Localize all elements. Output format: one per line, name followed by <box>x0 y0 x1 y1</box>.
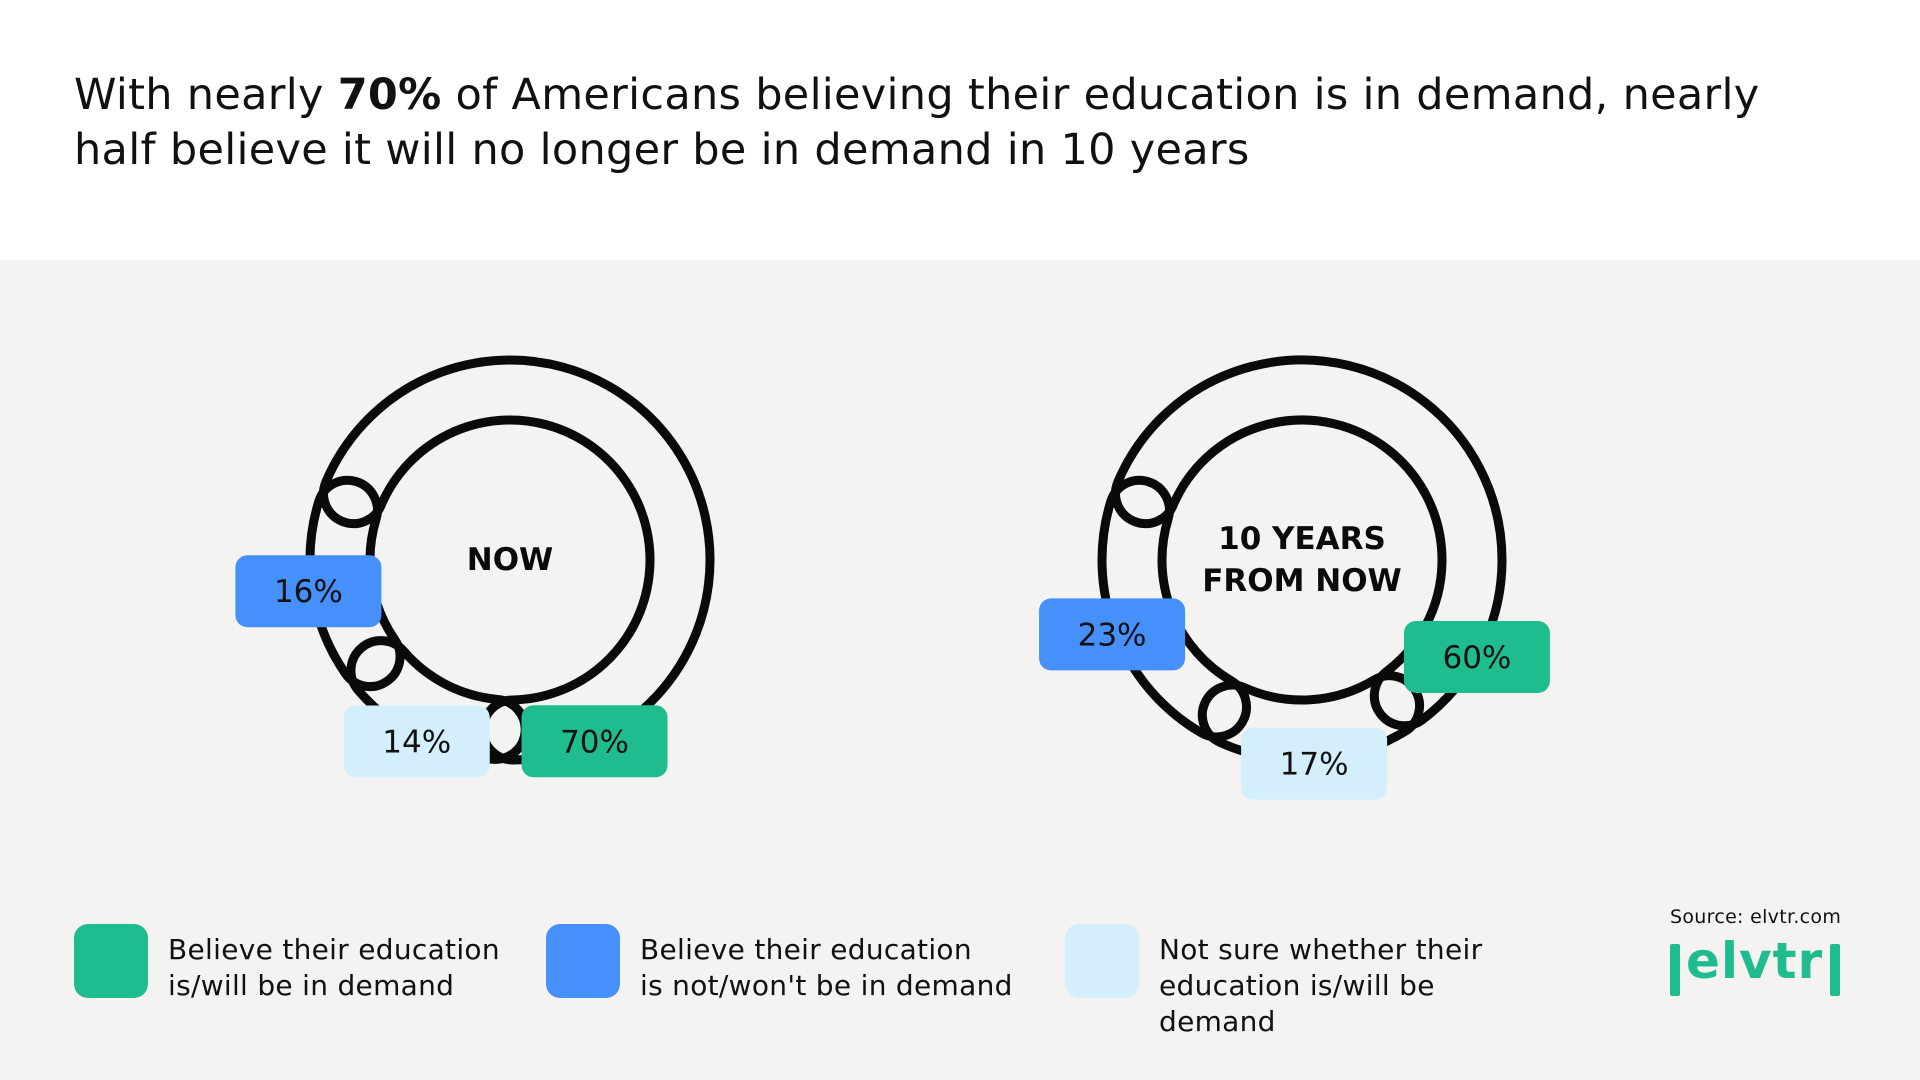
headline: With nearly 70% of Americans believing t… <box>74 70 1760 175</box>
data-label-text: 16% <box>274 574 343 610</box>
legend-label-not-sure: Not sure whether their education is/will… <box>1159 933 1483 1038</box>
data-label-badge <box>521 705 668 778</box>
data-label-text: 14% <box>382 724 451 760</box>
logo-wordmark: elvtr <box>1686 932 1824 990</box>
data-label-badge <box>235 555 382 628</box>
data-label-10-years-not-in-demand: 23% <box>1039 598 1186 671</box>
donut-chart-now: 70% 14% 16% NOW <box>235 355 715 778</box>
data-label-now-not-in-demand: 16% <box>235 555 382 628</box>
data-label-badge <box>1039 598 1186 671</box>
header: With nearly 70% of Americans believing t… <box>0 0 1920 260</box>
data-label-now-in-demand: 70% <box>521 705 668 778</box>
data-label-text: 70% <box>560 724 629 760</box>
data-label-text: 23% <box>1078 617 1147 653</box>
donut-segment-now-not-in-demand <box>305 475 405 691</box>
legend-swatch-not-in-demand <box>546 924 620 998</box>
donut-chart-10-years: 60% 17% 23% 10 YEARS FROM NOW <box>1039 355 1550 800</box>
headline-highlight: 70% <box>337 70 442 120</box>
center-label-now: NOW <box>467 542 554 578</box>
data-label-10-years-not-sure: 17% <box>1241 727 1388 800</box>
data-label-10-years-in-demand: 60% <box>1403 620 1550 693</box>
center-label-10-years: 10 YEARS <box>1218 521 1386 557</box>
data-label-badge <box>343 705 490 778</box>
data-label-text: 17% <box>1280 747 1349 783</box>
legend: Believe their education is/will be in de… <box>0 924 1700 1038</box>
logo-bar-left <box>1670 944 1680 996</box>
legend-swatch-in-demand <box>74 924 148 998</box>
elvtr-logo[interactable]: elvtr <box>1668 932 1844 1000</box>
source-note: Source: elvtr.com <box>1670 906 1842 928</box>
data-label-text: 60% <box>1442 640 1511 676</box>
legend-swatch-not-sure <box>1065 924 1139 998</box>
legend-label-not-in-demand: Believe their education is not/won't be … <box>640 933 1013 1002</box>
donut-segment-10-years-in-demand <box>1111 355 1507 731</box>
chart-panel <box>0 260 1920 1080</box>
logo-bar-right <box>1830 944 1840 996</box>
data-label-badge <box>1241 727 1388 800</box>
data-label-badge <box>1403 620 1550 693</box>
center-label-10-years: FROM NOW <box>1202 563 1402 599</box>
data-label-now-not-sure: 14% <box>343 705 490 778</box>
donut-segment-now-in-demand <box>319 355 715 765</box>
legend-label-in-demand: Believe their education is/will be in de… <box>168 933 500 1002</box>
